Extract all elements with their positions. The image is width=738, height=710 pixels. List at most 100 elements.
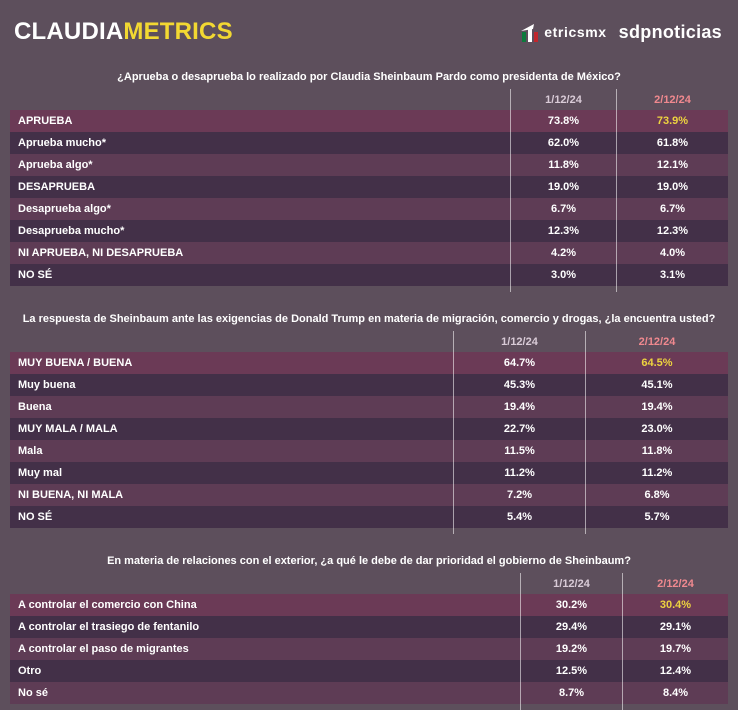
value-prev: 73.8%: [510, 110, 616, 132]
value-curr: 29.1%: [622, 616, 728, 638]
value-curr: 64.5%: [585, 352, 728, 374]
value-prev: 29.4%: [520, 616, 622, 638]
value-prev: 45.3%: [453, 374, 585, 396]
sdpnoticias-logo[interactable]: sdpnoticias: [618, 21, 722, 42]
table-header-row: 1/12/24 2/12/24: [10, 573, 728, 594]
table-title: ¿Aprueba o desaprueba lo realizado por C…: [117, 71, 621, 83]
value-curr: 3.1%: [616, 264, 728, 286]
row-label: Muy buena: [18, 379, 76, 391]
row-label: DESAPRUEBA: [18, 181, 96, 193]
spacer-prev: [510, 286, 616, 292]
value-prev: 12.3%: [510, 220, 616, 242]
table-bottom-spacer: [10, 704, 728, 710]
header-spacer-cell: [10, 573, 520, 594]
row-label: Otro: [18, 665, 42, 677]
table-row: A controlar el comercio con China 30.2% 30…: [10, 594, 728, 616]
partner-logos: etricsmx sdpnoticias: [521, 22, 722, 43]
column-header-prev: 1/12/24: [520, 573, 622, 594]
column-header-curr: 2/12/24: [616, 89, 728, 110]
column-header-curr: 2/12/24: [585, 331, 728, 352]
value-prev: 11.2%: [453, 462, 585, 484]
value-prev: 62.0%: [510, 132, 616, 154]
table-row: NO SÉ 3.0% 3.1%: [10, 264, 728, 286]
table-header-row: 1/12/24 2/12/24: [10, 331, 728, 352]
value-prev: 3.0%: [510, 264, 616, 286]
table-bottom-spacer: [10, 528, 728, 534]
row-label: Desaprueba algo*: [18, 203, 111, 215]
spacer-prev: [453, 528, 585, 534]
value-curr: 6.8%: [585, 484, 728, 506]
table-row: Desaprueba algo* 6.7% 6.7%: [10, 198, 728, 220]
table-row: Aprueba mucho* 62.0% 61.8%: [10, 132, 728, 154]
row-label: Muy mal: [18, 467, 63, 479]
row-label: APRUEBA: [18, 115, 73, 127]
value-curr: 5.7%: [585, 506, 728, 528]
table-title: La respuesta de Sheinbaum ante las exige…: [22, 313, 716, 325]
poll-table-1: 1/12/24 2/12/24 APRUEBA 73.8% 73.9% Aprueba m…: [10, 89, 728, 292]
value-prev: 19.2%: [520, 638, 622, 660]
table-header-row: 1/12/24 2/12/24: [10, 89, 728, 110]
poll-table-2: 1/12/24 2/12/24 MUY BUENA / BUENA 64.7% 64.5…: [10, 331, 728, 534]
header-spacer-cell: [10, 89, 510, 110]
brand-title: CLAUDIAMETRICS: [14, 18, 233, 46]
table-row: Muy mal 11.2% 11.2%: [10, 462, 728, 484]
poll-table-3: 1/12/24 2/12/24 A controlar el comercio co…: [10, 573, 728, 710]
column-header-prev: 1/12/24: [453, 331, 585, 352]
brand-metrics: METRICS: [123, 18, 233, 45]
value-prev: 11.8%: [510, 154, 616, 176]
row-label: A controlar el paso de migrantes: [18, 643, 189, 655]
value-curr: 12.1%: [616, 154, 728, 176]
table-row: DESAPRUEBA 19.0% 19.0%: [10, 176, 728, 198]
metricsmx-flag-chart-icon: [521, 23, 541, 42]
table-row: Desaprueba mucho* 12.3% 12.3%: [10, 220, 728, 242]
table-title: En materia de relaciones con el exterior…: [107, 555, 631, 567]
value-curr: 12.3%: [616, 220, 728, 242]
row-label: Aprueba algo*: [18, 159, 93, 171]
header-spacer-cell: [10, 331, 453, 352]
row-label: MUY MALA / MALA: [18, 423, 118, 435]
table-row: Buena 19.4% 19.4%: [10, 396, 728, 418]
table-row: MUY BUENA / BUENA 64.7% 64.5%: [10, 352, 728, 374]
row-label: No sé: [18, 687, 48, 699]
value-prev: 6.7%: [510, 198, 616, 220]
spacer-label: [10, 528, 453, 534]
table-row: No sé 8.7% 8.4%: [10, 682, 728, 704]
table-row: A controlar el trasiego de fentanilo 29.4…: [10, 616, 728, 638]
table-row: A controlar el paso de migrantes 19.2% 19.…: [10, 638, 728, 660]
value-curr: 73.9%: [616, 110, 728, 132]
row-label: NI APRUEBA, NI DESAPRUEBA: [18, 247, 184, 259]
metricsmx-logo[interactable]: etricsmx: [521, 23, 606, 42]
page-header: CLAUDIAMETRICS etricsmx sdpnoticias: [0, 0, 738, 50]
value-curr: 19.0%: [616, 176, 728, 198]
value-curr: 8.4%: [622, 682, 728, 704]
column-header-curr: 2/12/24: [622, 573, 728, 594]
poll-tables-container: ¿Aprueba o desaprueba lo realizado por C…: [0, 71, 738, 710]
table-row: MUY MALA / MALA 22.7% 23.0%: [10, 418, 728, 440]
value-prev: 12.5%: [520, 660, 622, 682]
value-curr: 11.2%: [585, 462, 728, 484]
table-row: APRUEBA 73.8% 73.9%: [10, 110, 728, 132]
spacer-label: [10, 286, 510, 292]
value-prev: 8.7%: [520, 682, 622, 704]
row-label: NO SÉ: [18, 269, 53, 281]
value-curr: 12.4%: [622, 660, 728, 682]
spacer-curr: [622, 704, 728, 710]
value-prev: 7.2%: [453, 484, 585, 506]
table-row: NI BUENA, NI MALA 7.2% 6.8%: [10, 484, 728, 506]
table-row: Muy buena 45.3% 45.1%: [10, 374, 728, 396]
table-row: Aprueba algo* 11.8% 12.1%: [10, 154, 728, 176]
row-label: MUY BUENA / BUENA: [18, 357, 133, 369]
value-curr: 23.0%: [585, 418, 728, 440]
value-curr: 19.4%: [585, 396, 728, 418]
table-row: Otro 12.5% 12.4%: [10, 660, 728, 682]
spacer-curr: [585, 528, 728, 534]
value-prev: 4.2%: [510, 242, 616, 264]
value-prev: 5.4%: [453, 506, 585, 528]
table-row: NI APRUEBA, NI DESAPRUEBA 4.2% 4.0%: [10, 242, 728, 264]
column-header-prev: 1/12/24: [510, 89, 616, 110]
value-prev: 64.7%: [453, 352, 585, 374]
table-row: Mala 11.5% 11.8%: [10, 440, 728, 462]
value-prev: 19.0%: [510, 176, 616, 198]
value-curr: 30.4%: [622, 594, 728, 616]
spacer-prev: [520, 704, 622, 710]
